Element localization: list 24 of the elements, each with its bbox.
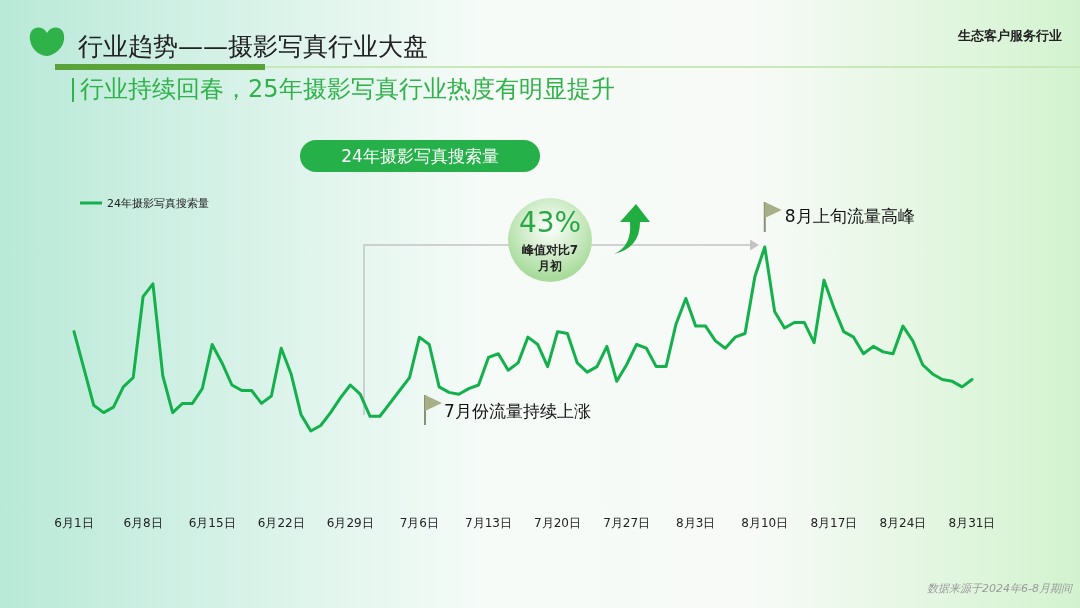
text: 43% — [518, 206, 582, 239]
annotation: 峰值对比7月初 — [521, 243, 579, 273]
x-tick-label: 6月22日 — [257, 516, 305, 530]
text: 24年摄影写真搜索量 — [341, 146, 499, 166]
x-tick-label: 7月20日 — [534, 516, 581, 530]
x-tick-label: 6月8日 — [123, 516, 163, 530]
annotation: 7月份流量持续上涨 — [444, 401, 591, 421]
x-tick-label: 6月15日 — [188, 516, 236, 530]
x-tick-label: 7月13日 — [465, 516, 512, 530]
x-tick-label: 8月10日 — [741, 516, 789, 530]
text: 数据来源于2024年6-8月期间 — [927, 582, 1073, 595]
x-tick-label: 6月1日 — [54, 516, 94, 530]
chart-subtitle: 行业持续回春，25年摄影写真行业热度有明显提升 — [80, 75, 615, 103]
annotation: 8月上旬流量高峰 — [784, 206, 915, 226]
chart-title: 行业趋势——摄影写真行业大盘 — [78, 32, 428, 61]
x-tick-label: 6月29日 — [326, 516, 374, 530]
x-tick-label: 8月17日 — [810, 516, 858, 530]
text: 生态客户服务行业 — [957, 28, 1062, 43]
x-tick-label: 8月24日 — [879, 516, 927, 530]
legend-label: 24年摄影写真搜索量 — [107, 197, 209, 210]
x-tick-label: 8月31日 — [948, 516, 996, 530]
x-tick-label: 7月6日 — [399, 516, 440, 530]
x-tick-label: 8月3日 — [676, 516, 716, 530]
x-tick-label: 7月27日 — [603, 516, 651, 530]
